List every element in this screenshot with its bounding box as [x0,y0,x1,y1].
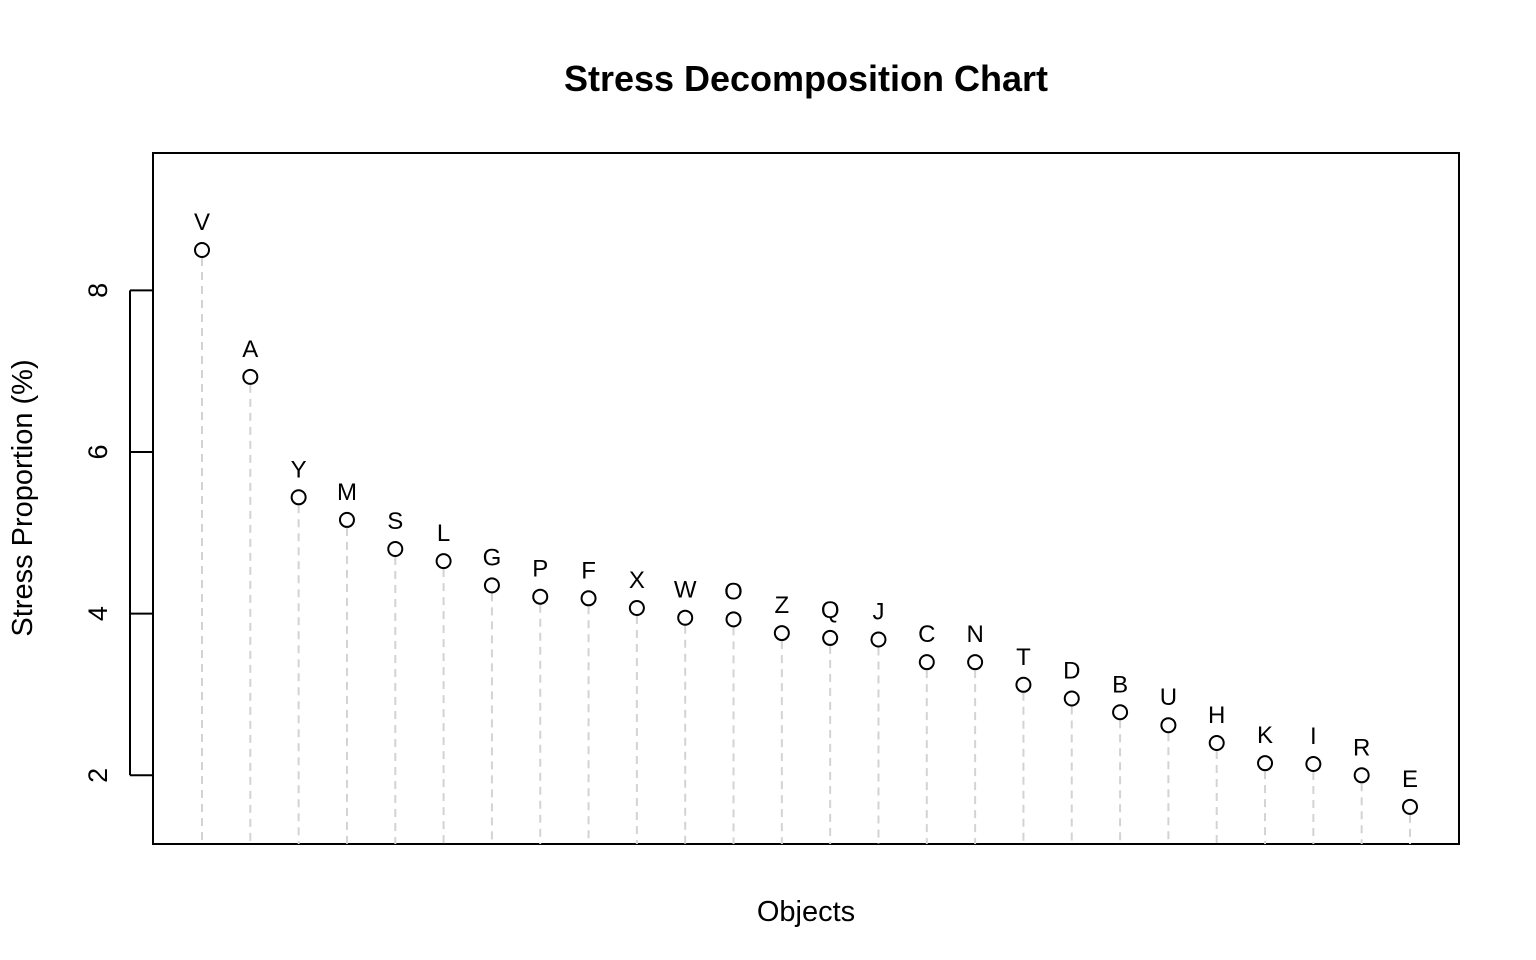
point-label-L: L [437,520,450,547]
data-point-O [725,611,742,628]
data-point-F [580,590,597,607]
data-point-U [1160,717,1177,734]
data-point-T [1015,676,1032,693]
point-label-P: P [532,556,548,583]
data-point-I [1305,755,1322,772]
data-point-G [483,577,500,594]
data-point-A [242,368,259,385]
point-label-Q: Q [821,597,840,624]
data-point-L [435,553,452,570]
point-label-R: R [1353,734,1370,761]
point-label-J: J [872,599,884,626]
y-tick-label-4: 4 [83,606,113,621]
point-label-U: U [1160,684,1177,711]
point-label-V: V [194,209,210,236]
point-label-F: F [581,557,596,584]
point-label-D: D [1063,658,1080,685]
point-label-E: E [1402,766,1418,793]
point-label-Y: Y [291,456,307,483]
data-point-R [1353,767,1370,784]
data-point-Q [822,629,839,646]
y-tick-label-8: 8 [83,283,113,298]
point-label-S: S [387,508,403,535]
point-label-T: T [1016,644,1031,671]
data-point-H [1208,734,1225,751]
point-label-B: B [1112,671,1128,698]
data-point-B [1112,704,1129,721]
x-axis-label: Objects [757,896,855,928]
point-labels: V A Y M S L G P F X W O Z Q J C N T D B U H K I R E [194,209,1418,793]
data-point-K [1257,755,1274,772]
data-point-C [918,654,935,671]
data-points [194,241,1418,815]
point-label-N: N [966,621,983,648]
data-point-D [1063,690,1080,707]
point-label-C: C [918,621,935,648]
point-label-I: I [1310,723,1317,750]
point-label-M: M [337,479,357,506]
y-axis-label: Stress Proportion (%) [7,359,39,636]
data-point-S [387,541,404,558]
drop-lines [201,257,1411,844]
data-point-X [628,600,645,617]
data-point-Y [290,489,307,506]
point-label-K: K [1257,722,1273,749]
y-tick-label-2: 2 [83,768,113,783]
y-tick-label-6: 6 [83,445,113,460]
data-point-E [1402,798,1418,815]
plot-frame [152,152,1460,845]
data-point-N [967,654,984,671]
chart-title: Stress Decomposition Chart [564,58,1048,99]
point-label-O: O [724,578,743,605]
y-axis: 2 4 6 8 [83,283,153,783]
data-point-P [532,588,549,605]
point-label-A: A [242,336,258,363]
data-point-V [194,241,210,258]
point-label-G: G [483,544,502,571]
data-point-W [677,609,694,626]
point-label-X: X [629,567,645,594]
point-label-H: H [1208,702,1225,729]
point-label-W: W [674,577,697,604]
data-point-M [338,511,355,528]
data-point-J [870,631,887,648]
point-label-Z: Z [775,592,790,619]
data-point-Z [773,625,790,642]
